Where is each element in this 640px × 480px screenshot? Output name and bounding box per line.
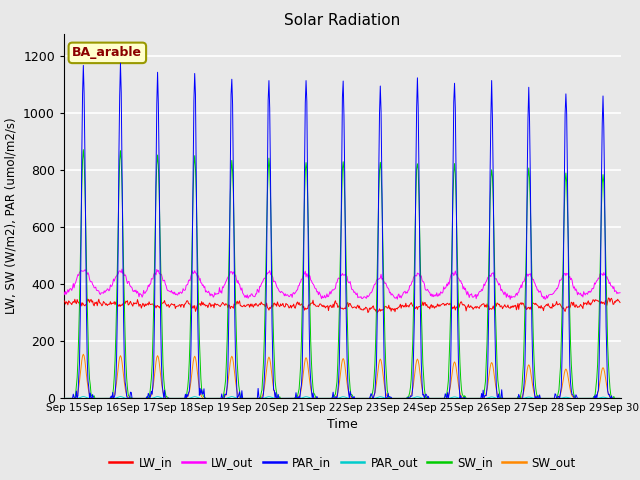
Y-axis label: LW, SW (W/m2), PAR (umol/m2/s): LW, SW (W/m2), PAR (umol/m2/s): [4, 118, 17, 314]
Legend: LW_in, LW_out, PAR_in, PAR_out, SW_in, SW_out: LW_in, LW_out, PAR_in, PAR_out, SW_in, S…: [104, 452, 580, 474]
Text: BA_arable: BA_arable: [72, 47, 142, 60]
X-axis label: Time: Time: [327, 418, 358, 431]
Title: Solar Radiation: Solar Radiation: [284, 13, 401, 28]
